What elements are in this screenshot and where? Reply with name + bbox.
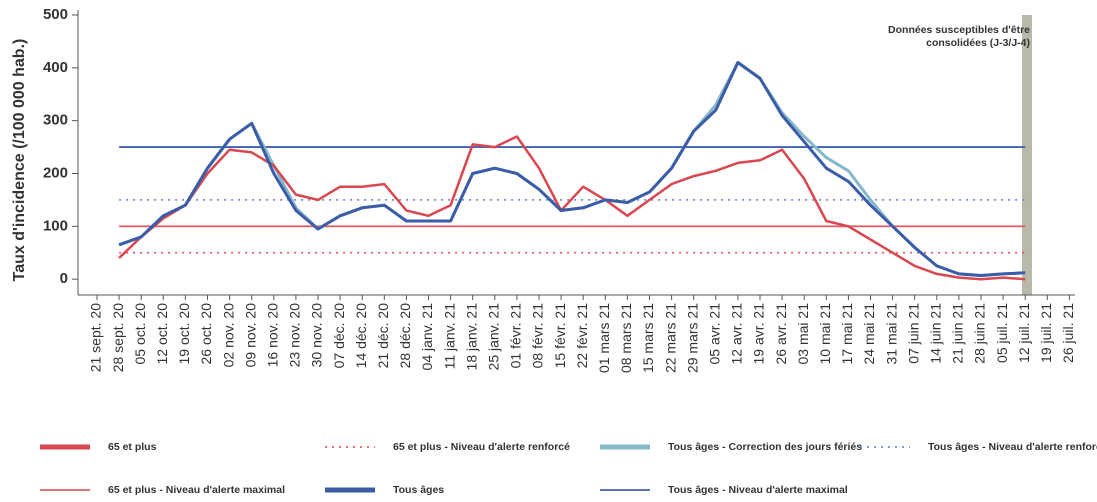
legend-label: 65 et plus	[108, 441, 157, 453]
x-tick-label: 08 févr. 21	[530, 303, 546, 369]
x-tick-label: 01 mars 21	[596, 303, 612, 373]
x-tick-label: 18 janv. 21	[463, 303, 479, 371]
x-tick-label: 02 nov. 20	[220, 303, 236, 368]
legend-label: Tous âges - Correction des jours fériés	[668, 441, 862, 453]
x-tick-label: 08 mars 21	[618, 303, 634, 373]
x-tick-label: 03 mai 21	[795, 303, 811, 365]
x-tick-label: 14 juin 21	[928, 303, 944, 364]
y-tick-label: 400	[43, 59, 68, 76]
x-tick-label: 01 févr. 21	[508, 303, 524, 369]
y-tick-label: 100	[43, 217, 68, 234]
x-tick-label: 12 oct. 20	[154, 303, 170, 365]
x-tick-label: 26 avr. 21	[773, 303, 789, 365]
x-tick-label: 04 janv. 21	[419, 303, 435, 371]
x-tick-label: 10 mai 21	[817, 303, 833, 365]
x-tick-label: 05 oct. 20	[132, 303, 148, 365]
x-tick-label: 16 nov. 20	[265, 303, 281, 368]
x-tick-label: 24 mai 21	[861, 303, 877, 365]
x-tick-label: 19 juil. 21	[1038, 303, 1054, 363]
x-tick-label: 25 janv. 21	[486, 303, 502, 371]
x-tick-label: 22 févr. 21	[574, 303, 590, 369]
x-tick-label: 21 sept. 20	[88, 303, 104, 372]
y-tick-label: 200	[43, 164, 68, 181]
legend-label: Tous âges - Niveau d'alerte renforcé	[928, 441, 1097, 453]
x-tick-label: 14 déc. 20	[353, 303, 369, 369]
x-tick-label: 21 déc. 20	[375, 303, 391, 369]
x-tick-label: 28 sept. 20	[110, 303, 126, 372]
x-tick-label: 15 févr. 21	[552, 303, 568, 369]
legend-label: Tous âges - Niveau d'alerte maximal	[668, 484, 848, 496]
x-tick-label: 29 mars 21	[684, 303, 700, 373]
x-tick-label: 15 mars 21	[640, 303, 656, 373]
x-tick-label: 19 oct. 20	[176, 303, 192, 365]
x-tick-label: 23 nov. 20	[287, 303, 303, 368]
x-tick-label: 05 juil. 21	[994, 303, 1010, 363]
x-tick-label: 22 mars 21	[662, 303, 678, 373]
x-tick-label: 11 janv. 21	[441, 303, 457, 370]
x-tick-label: 31 mai 21	[883, 303, 899, 365]
x-tick-label: 12 avr. 21	[729, 303, 745, 365]
x-tick-label: 09 nov. 20	[242, 303, 258, 368]
x-tick-label: 12 juil. 21	[1016, 303, 1032, 363]
x-tick-label: 07 déc. 20	[331, 303, 347, 369]
x-tick-label: 07 juin 21	[905, 303, 921, 364]
x-tick-label: 26 juil. 21	[1060, 303, 1076, 363]
annotation: consolidées (J-3/J-4)	[926, 37, 1030, 49]
x-tick-label: 21 juin 21	[950, 303, 966, 364]
x-tick-label: 28 déc. 20	[397, 303, 413, 369]
y-tick-label: 500	[43, 6, 68, 23]
legend-label: 65 et plus - Niveau d'alerte renforcé	[393, 441, 570, 453]
annotation: Données susceptibles d'être	[888, 24, 1030, 36]
y-axis-label: Taux d'incidence (/100 000 hab.)	[11, 39, 28, 282]
x-tick-label: 30 nov. 20	[309, 303, 325, 368]
provisional-band	[1022, 15, 1032, 295]
x-tick-label: 19 avr. 21	[751, 303, 767, 365]
x-tick-label: 17 mai 21	[839, 303, 855, 365]
y-tick-label: 0	[60, 270, 68, 287]
series-line	[118, 61, 1026, 277]
series-line	[118, 61, 1026, 277]
x-tick-label: 05 avr. 21	[707, 303, 723, 365]
y-tick-label: 300	[43, 112, 68, 129]
x-tick-label: 26 oct. 20	[198, 303, 214, 365]
legend-label: Tous âges	[393, 484, 444, 496]
legend-label: 65 et plus - Niveau d'alerte maximal	[108, 484, 285, 496]
x-tick-label: 28 juin 21	[972, 303, 988, 364]
